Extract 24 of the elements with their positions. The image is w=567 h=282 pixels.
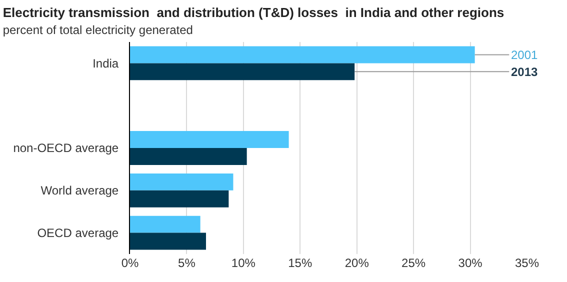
bar <box>130 131 289 148</box>
y-tick-label: India <box>92 56 119 70</box>
chart-title: Electricity transmission and distribution (T&D) losses in India and other regions <box>2 4 504 20</box>
x-tick-label: 0% <box>121 256 139 270</box>
bar <box>130 190 229 208</box>
bar <box>130 46 475 64</box>
y-tick-label: non-OECD average <box>13 141 119 156</box>
text: 2013 <box>511 65 538 79</box>
bar <box>130 148 247 165</box>
chart-subtitle: percent of total electricity generated <box>2 22 193 37</box>
bar <box>130 232 206 250</box>
text: 2001 <box>511 48 538 62</box>
x-tick-label: 35% <box>514 256 540 270</box>
x-tick-label: 15% <box>288 256 312 270</box>
y-tick-label: OECD average <box>37 226 119 240</box>
bar <box>130 173 234 190</box>
x-tick-label: 20% <box>344 256 370 270</box>
y-tick-label: World average <box>40 184 119 198</box>
x-tick-label: 10% <box>231 256 256 270</box>
x-tick-label: 5% <box>178 256 196 270</box>
bar <box>130 63 355 80</box>
x-tick-label: 30% <box>458 256 483 270</box>
x-tick-label: 25% <box>402 256 426 270</box>
bar <box>130 216 200 233</box>
